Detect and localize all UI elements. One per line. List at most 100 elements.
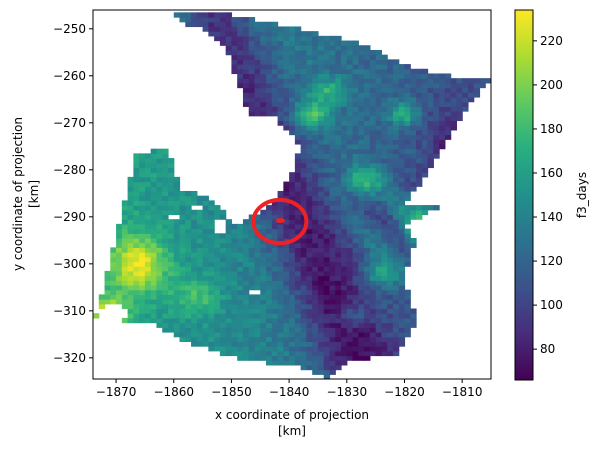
heatmap-cell xyxy=(225,346,233,352)
heatmap-cell xyxy=(335,101,342,107)
heatmap-cell xyxy=(202,341,209,347)
heatmap-cell xyxy=(369,129,377,136)
heatmap-cell xyxy=(364,252,371,258)
heatmap-cell xyxy=(381,148,388,154)
heatmap-cell xyxy=(387,125,394,131)
heatmap-cell xyxy=(202,205,209,211)
heatmap-cell xyxy=(358,176,365,183)
heatmap-cell xyxy=(375,172,383,178)
heatmap-cell xyxy=(260,322,267,328)
heatmap-cell xyxy=(381,242,388,248)
heatmap-cell xyxy=(404,78,411,84)
heatmap-cell xyxy=(277,308,284,314)
heatmap-cell xyxy=(375,101,383,107)
heatmap-cell xyxy=(329,317,336,324)
heatmap-cell xyxy=(162,190,169,197)
heatmap-cell xyxy=(312,120,319,126)
heatmap-cell xyxy=(219,209,227,216)
heatmap-cell xyxy=(364,148,371,154)
heatmap-cell xyxy=(335,195,342,201)
heatmap-cell xyxy=(202,275,209,281)
heatmap-cell xyxy=(254,266,261,272)
heatmap-cell xyxy=(312,35,319,42)
heatmap-cell xyxy=(421,120,429,126)
heatmap-cell xyxy=(317,308,325,314)
heatmap-cell xyxy=(364,45,371,51)
heatmap-cell xyxy=(329,237,336,244)
heatmap-cell xyxy=(404,64,411,70)
heatmap-cell xyxy=(167,176,175,183)
heatmap-cell xyxy=(248,59,256,65)
heatmap-cell xyxy=(404,176,411,183)
heatmap-cell xyxy=(254,214,261,220)
heatmap-cell xyxy=(289,68,296,75)
heatmap-cell xyxy=(214,266,221,272)
heatmap-cell xyxy=(237,317,244,324)
heatmap-cell xyxy=(387,64,394,70)
heatmap-cell xyxy=(248,284,256,291)
heatmap-cell xyxy=(387,327,394,333)
heatmap-cell xyxy=(364,355,371,361)
heatmap-cell xyxy=(260,73,267,79)
heatmap-cell xyxy=(277,45,284,51)
heatmap-cell xyxy=(162,172,169,178)
heatmap-cell xyxy=(358,190,365,197)
heatmap-cell xyxy=(283,40,290,46)
heatmap-cell xyxy=(427,106,434,112)
heatmap-cell xyxy=(352,139,359,145)
heatmap-cell xyxy=(144,256,152,263)
heatmap-cell xyxy=(225,341,233,347)
heatmap-cell xyxy=(242,64,250,70)
heatmap-cell xyxy=(312,82,319,89)
heatmap-cell xyxy=(271,355,279,361)
heatmap-cell xyxy=(294,87,302,93)
heatmap-cell xyxy=(369,190,377,197)
heatmap-cell xyxy=(277,82,284,89)
heatmap-cell xyxy=(467,87,475,93)
heatmap-cell xyxy=(110,252,117,258)
heatmap-cell xyxy=(202,233,209,239)
heatmap-cell xyxy=(237,346,244,352)
heatmap-cell xyxy=(462,82,469,89)
heatmap-cell xyxy=(277,87,284,93)
heatmap-cell xyxy=(127,313,134,319)
heatmap-cell xyxy=(358,256,365,263)
heatmap-cell xyxy=(410,129,417,136)
heatmap-cell xyxy=(375,336,383,342)
heatmap-cell xyxy=(358,167,365,173)
heatmap-cell xyxy=(185,233,192,239)
heatmap-cell xyxy=(248,299,256,305)
heatmap-cell xyxy=(127,256,134,263)
heatmap-cell xyxy=(323,176,331,183)
heatmap-cell xyxy=(283,35,290,42)
heatmap-cell xyxy=(208,200,215,206)
heatmap-cell xyxy=(364,181,371,187)
heatmap-cell xyxy=(127,190,134,197)
heatmap-cell xyxy=(242,341,250,347)
heatmap-cell xyxy=(266,303,273,310)
heatmap-cell xyxy=(214,346,221,352)
heatmap-cell xyxy=(202,322,209,328)
heatmap-cell xyxy=(312,111,319,117)
heatmap-cell xyxy=(219,21,227,28)
heatmap-cell xyxy=(248,280,256,286)
heatmap-cell xyxy=(242,45,250,51)
heatmap-cell xyxy=(341,92,348,98)
heatmap-cell xyxy=(133,214,140,220)
heatmap-cell xyxy=(110,270,117,277)
heatmap-cell xyxy=(312,364,319,371)
heatmap-cell xyxy=(294,270,302,277)
heatmap-cell xyxy=(323,162,331,169)
heatmap-cell xyxy=(375,78,383,84)
heatmap-cell xyxy=(191,223,198,230)
heatmap-cell xyxy=(398,247,406,253)
heatmap-cell xyxy=(289,336,296,342)
heatmap-cell xyxy=(150,270,158,277)
heatmap-cell xyxy=(329,87,336,93)
heatmap-cell xyxy=(410,92,417,98)
heatmap-cell xyxy=(294,115,302,122)
heatmap-cell xyxy=(214,35,221,42)
heatmap-cell xyxy=(300,214,308,220)
heatmap-cell xyxy=(329,219,336,225)
heatmap-cell xyxy=(214,209,221,216)
